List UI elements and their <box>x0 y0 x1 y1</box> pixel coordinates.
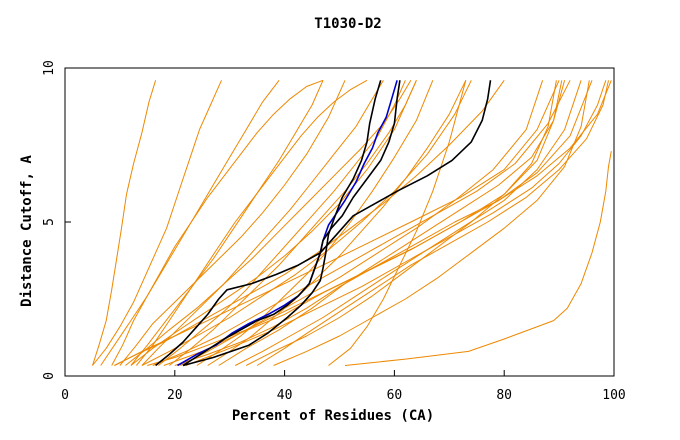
series-line-orange-29 <box>344 151 612 366</box>
y-tick-label: 10 <box>42 60 57 76</box>
series-line-orange-18 <box>256 80 609 366</box>
series-line-orange-21 <box>218 80 566 366</box>
x-tick-label: 40 <box>277 388 293 403</box>
series-line-orange-26 <box>141 80 384 366</box>
series-line-orange-16 <box>234 80 582 366</box>
y-tick-label: 0 <box>42 372 57 380</box>
x-tick-label: 60 <box>387 388 403 403</box>
series-line-orange-17 <box>147 80 563 366</box>
series-line-orange-25 <box>245 80 557 366</box>
series-line-orange-20 <box>207 80 467 366</box>
series-line-orange-24 <box>180 80 544 366</box>
x-tick-label: 20 <box>167 388 183 403</box>
series-line-black-32 <box>182 80 401 367</box>
x-tick-label: 100 <box>602 388 625 403</box>
series-line-orange-19 <box>130 80 324 366</box>
series-line-orange-9 <box>174 80 612 366</box>
series-line-orange-10 <box>185 80 607 366</box>
series-line-orange-28 <box>273 80 590 366</box>
series-line-orange-3 <box>119 80 346 366</box>
chart-title: T1030-D2 <box>314 16 381 32</box>
series-line-orange-0 <box>92 80 157 366</box>
series-layer <box>92 79 612 367</box>
series-line-orange-8 <box>163 80 593 366</box>
x-axis: 0 20 40 60 80 100 <box>61 370 626 403</box>
y-tick-label: 5 <box>42 218 57 226</box>
x-tick-label: 0 <box>61 388 69 403</box>
x-axis-label: Percent of Residues (CA) <box>232 408 434 424</box>
series-line-orange-22 <box>168 80 417 366</box>
x-tick-label: 80 <box>496 388 512 403</box>
series-line-orange-12 <box>136 79 368 366</box>
series-line-orange-23 <box>100 79 280 366</box>
series-line-orange-13 <box>157 80 406 366</box>
series-line-orange-2 <box>111 79 324 366</box>
series-line-black-31 <box>182 80 382 367</box>
series-line-orange-4 <box>130 80 417 366</box>
y-axis-label: Distance Cutoff, A <box>19 155 35 307</box>
series-line-orange-7 <box>152 80 571 366</box>
series-line-orange-27 <box>328 80 467 366</box>
series-line-orange-15 <box>114 80 505 366</box>
series-line-orange-1 <box>92 80 222 366</box>
y-axis: 0 5 10 <box>42 60 71 380</box>
